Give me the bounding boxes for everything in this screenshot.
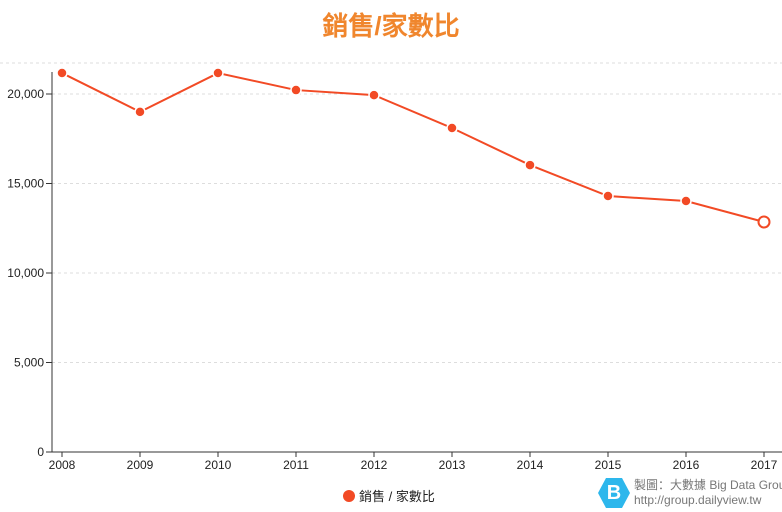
data-point bbox=[134, 106, 146, 118]
x-tick-label: 2017 bbox=[751, 458, 778, 472]
chart-title: 銷售/家數比 bbox=[322, 11, 460, 41]
legend-marker bbox=[343, 489, 355, 502]
legend-item[interactable]: 銷售 / 家數比 bbox=[343, 486, 435, 505]
brand-logo: B bbox=[598, 478, 630, 508]
data-point bbox=[446, 122, 458, 134]
x-tick-label: 2015 bbox=[595, 458, 622, 472]
x-tick-label: 2012 bbox=[361, 458, 388, 472]
y-tick-label: 10,000 bbox=[7, 266, 44, 280]
y-tick-label: 20,000 bbox=[7, 87, 44, 101]
x-tick-label: 2009 bbox=[127, 458, 154, 472]
x-tick-label: 2008 bbox=[49, 458, 76, 472]
credit-url: http://group.dailyview.tw bbox=[634, 493, 762, 507]
data-point bbox=[757, 215, 771, 229]
legend-label: 銷售 / 家數比 bbox=[359, 489, 435, 504]
credit: B 製圖：大數據 Big Data Group http://group.dai… bbox=[598, 478, 782, 508]
credit-line: 製圖：大數據 Big Data Group bbox=[634, 478, 782, 492]
data-point bbox=[524, 159, 536, 171]
data-point bbox=[212, 67, 224, 79]
data-point bbox=[368, 89, 380, 101]
data-point bbox=[680, 195, 692, 207]
x-tick-label: 2010 bbox=[205, 458, 232, 472]
series-line bbox=[61, 72, 765, 223]
x-tick-label: 2014 bbox=[517, 458, 544, 472]
y-tick-label: 0 bbox=[37, 445, 44, 459]
y-tick-label: 5,000 bbox=[14, 356, 44, 370]
y-tick-label: 15,000 bbox=[7, 177, 44, 191]
data-point bbox=[602, 190, 614, 202]
data-point bbox=[290, 84, 302, 96]
x-tick-label: 2013 bbox=[439, 458, 466, 472]
x-tick-label: 2011 bbox=[283, 458, 309, 472]
x-tick-label: 2016 bbox=[673, 458, 700, 472]
data-point bbox=[56, 67, 68, 79]
